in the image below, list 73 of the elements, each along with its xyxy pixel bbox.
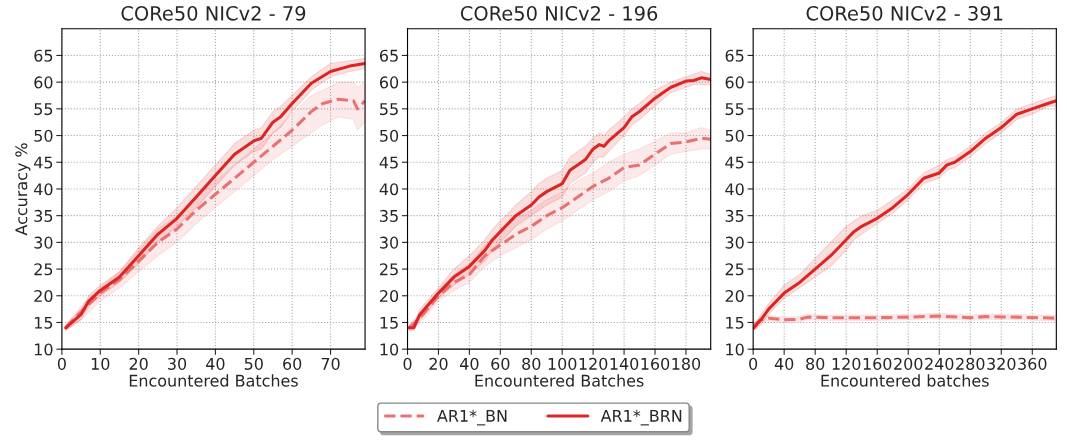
chart-title: CORe50 NICv2 - 391	[806, 5, 1003, 21]
x-tick-label: 70	[321, 357, 340, 370]
y-tick-label: 15	[726, 316, 744, 329]
y-tick-label: 65	[725, 49, 744, 62]
x-tick-label: 0	[749, 357, 758, 370]
x-tick-label: 10	[91, 357, 110, 370]
x-tick-label: 0	[403, 357, 412, 370]
x-tick-label: 0	[57, 357, 66, 370]
legend-label: AR1*_BN	[437, 409, 507, 426]
y-tick-label: 40	[725, 183, 744, 196]
y-tick-label: 20	[34, 289, 53, 303]
y-tick-label: 35	[725, 209, 744, 222]
x-tick-label: 80	[806, 357, 825, 370]
x-tick-label: 20	[129, 357, 148, 370]
x-tick-label: 360	[1018, 357, 1047, 370]
y-tick-label: 55	[725, 103, 744, 116]
y-tick-label: 15	[380, 316, 398, 329]
x-tick-label: 40	[206, 357, 225, 370]
y-tick-label: 60	[379, 76, 399, 89]
x-tick-label: 240	[925, 357, 954, 370]
x-tick-label: 280	[956, 357, 985, 370]
y-tick-label: 25	[380, 263, 398, 276]
chart-title: CORe50 NICv2 - 196	[460, 5, 658, 21]
y-tick-label: 20	[380, 289, 399, 303]
y-tick-label: 55	[380, 103, 398, 116]
y-tick-label: 25	[725, 263, 744, 276]
y-tick-label: 20	[725, 289, 744, 303]
x-tick-label: 40	[774, 357, 794, 370]
y-tick-label: 35	[380, 209, 398, 222]
y-tick-label: 30	[380, 236, 399, 249]
y-tick-label: 55	[34, 103, 53, 116]
y-tick-label: 45	[725, 156, 744, 169]
x-tick-label: 140	[610, 357, 639, 370]
y-tick-label: 45	[379, 156, 398, 169]
y-tick-label: 50	[725, 129, 744, 142]
x-tick-label: 100	[548, 357, 577, 370]
y-tick-label: 25	[34, 263, 53, 276]
x-tick-label: 160	[863, 357, 892, 370]
y-tick-label: 30	[725, 236, 744, 249]
y-tick-label: 60	[34, 76, 53, 89]
x-tick-label: 20	[429, 357, 448, 370]
x-tick-label: 180	[672, 357, 701, 370]
x-tick-label: 60	[491, 357, 510, 370]
y-tick-label: 50	[380, 129, 399, 142]
x-tick-label: 160	[641, 357, 670, 370]
y-tick-label: 10	[34, 343, 53, 356]
legend-label: AR1*_BRN	[600, 409, 682, 426]
y-tick-label: 40	[34, 183, 53, 196]
y-tick-label: 15	[34, 316, 53, 329]
x-tick-label: 80	[522, 357, 541, 370]
y-tick-label: 50	[34, 129, 53, 142]
x-tick-label: 200	[894, 357, 923, 370]
x-tick-label: 40	[460, 357, 479, 370]
y-tick-label: 30	[34, 236, 53, 249]
x-tick-label: 120	[832, 357, 861, 370]
x-tick-label: 120	[579, 357, 608, 370]
x-tick-label: 50	[244, 357, 263, 370]
y-tick-label: 10	[380, 343, 399, 356]
chart-title: CORe50 NICv2 - 79	[121, 5, 306, 21]
y-tick-label: 45	[34, 156, 53, 169]
y-tick-label: 40	[379, 183, 399, 196]
y-tick-label: 10	[726, 343, 744, 356]
x-axis-title: Encountered batches	[821, 374, 989, 387]
y-axis-title: Accuracy %	[15, 143, 31, 236]
x-axis-title: Encountered Batches	[475, 374, 644, 387]
x-tick-label: 60	[283, 357, 302, 370]
x-axis-title: Encountered Batches	[129, 374, 298, 387]
y-tick-label: 65	[34, 49, 53, 62]
y-tick-label: 35	[34, 209, 53, 222]
y-tick-label: 60	[725, 76, 744, 89]
x-tick-label: 320	[987, 357, 1016, 370]
y-tick-label: 65	[379, 49, 398, 62]
x-tick-label: 30	[168, 357, 187, 370]
